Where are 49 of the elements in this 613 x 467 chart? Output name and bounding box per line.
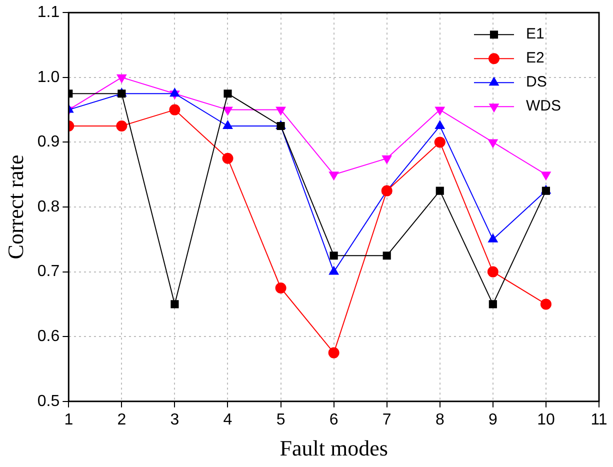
point — [328, 347, 340, 358]
x-axis-title: Fault modes — [280, 436, 388, 461]
x-tick-label: 10 — [537, 411, 555, 428]
point — [434, 136, 446, 148]
point — [275, 282, 286, 294]
point — [435, 106, 445, 116]
point — [169, 104, 180, 116]
point — [540, 298, 552, 310]
point — [487, 266, 498, 278]
x-tick-label: 6 — [329, 411, 338, 428]
x-tick-label: 3 — [170, 411, 180, 428]
point — [382, 155, 392, 164]
y-tick-label: 1.1 — [37, 4, 60, 22]
point — [328, 172, 339, 180]
x-tick-label: 8 — [435, 411, 444, 428]
x-tick-label: 7 — [382, 411, 392, 428]
point — [170, 300, 179, 308]
x-tick-label: 2 — [117, 411, 126, 428]
legend-label: DS — [526, 74, 547, 91]
legend-label: E1 — [526, 26, 544, 43]
y-tick-label: 1.0 — [37, 68, 60, 86]
point — [381, 185, 392, 196]
x-tick-label: 5 — [276, 411, 286, 428]
point — [224, 90, 232, 98]
x-tick-label: 9 — [488, 411, 498, 428]
point — [222, 152, 234, 164]
x-tick-label: 11 — [590, 411, 608, 428]
x-tick-label: 1 — [64, 411, 74, 428]
y-tick-label: 0.5 — [37, 392, 60, 410]
point — [382, 252, 391, 260]
x-tick-label: 4 — [223, 411, 232, 428]
point — [488, 300, 497, 308]
point — [328, 266, 339, 275]
y-tick-label: 0.9 — [37, 134, 60, 151]
y-tick-label: 0.6 — [37, 328, 60, 346]
legend-label: WDS — [526, 98, 561, 115]
point — [116, 120, 128, 132]
point — [330, 252, 338, 260]
point — [222, 106, 233, 116]
legend-label: E2 — [526, 50, 544, 67]
point — [488, 139, 498, 148]
point — [541, 172, 551, 180]
y-tick-label: 0.8 — [37, 198, 60, 216]
point — [276, 106, 286, 116]
y-axis-title: Correct rate — [2, 154, 28, 260]
point — [488, 234, 498, 242]
point — [116, 74, 127, 83]
y-tick-label: 0.7 — [37, 263, 60, 280]
point — [436, 186, 444, 195]
